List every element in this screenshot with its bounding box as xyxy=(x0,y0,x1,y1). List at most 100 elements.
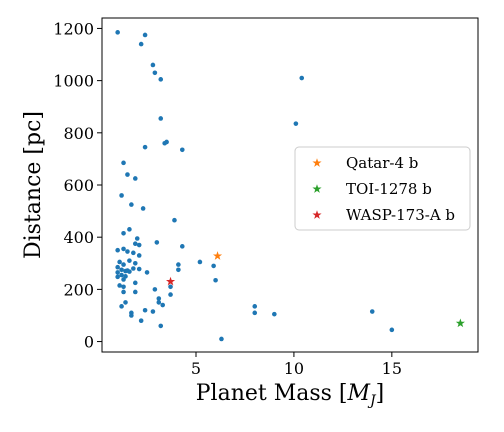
y-tick-label: 200 xyxy=(63,280,94,299)
scatter-point xyxy=(129,202,134,207)
scatter-point xyxy=(158,116,164,121)
scatter-point xyxy=(136,242,142,248)
scatter-point xyxy=(179,147,185,153)
scatter-point xyxy=(125,172,130,177)
legend-box xyxy=(294,146,471,231)
scatter-point xyxy=(152,287,158,292)
scatter-point xyxy=(156,300,162,305)
scatter-point xyxy=(121,277,126,282)
x-axis-ticks: 5 10 15 xyxy=(191,352,402,378)
scatter-point xyxy=(299,75,305,81)
scatter-point xyxy=(152,70,158,76)
scatter-point xyxy=(154,240,160,245)
scatter-point xyxy=(121,230,126,236)
scatter-point xyxy=(197,259,203,265)
scatter-point xyxy=(121,262,126,267)
scatter-point xyxy=(176,262,181,267)
x-axis-label-symbol: M xyxy=(347,381,371,406)
scatter-point xyxy=(117,283,122,288)
scatter-point xyxy=(389,327,395,333)
scatter-point xyxy=(121,246,126,252)
scatter-point xyxy=(168,292,173,297)
x-tick-label: 5 xyxy=(191,359,201,378)
scatter-point xyxy=(131,250,136,256)
data-points xyxy=(115,30,465,342)
y-tick-label: 0 xyxy=(84,333,94,352)
scatter-point xyxy=(132,289,138,295)
legend-label: WASP-173-A b xyxy=(346,206,455,224)
scatter-point xyxy=(138,318,144,323)
scatter-point xyxy=(121,284,126,290)
scatter-point xyxy=(117,259,122,265)
scatter-point xyxy=(369,309,375,314)
x-tick-label: 15 xyxy=(382,359,402,378)
scatter-point xyxy=(127,227,132,232)
scatter-point xyxy=(115,274,120,280)
scatter-point xyxy=(293,121,299,126)
y-tick-label: 600 xyxy=(63,176,94,195)
legend-label: TOI-1278 b xyxy=(346,180,432,198)
legend-star-marker xyxy=(312,158,322,167)
scatter-point xyxy=(119,272,124,278)
scatter-point xyxy=(121,160,126,166)
x-axis-label: Planet Mass [MJ] xyxy=(196,381,385,409)
y-tick-label: 800 xyxy=(63,124,94,143)
scatter-point xyxy=(136,266,142,272)
scatter-point xyxy=(131,266,136,271)
scatter-point xyxy=(132,241,138,247)
scatter-point xyxy=(176,267,181,273)
scatter-point xyxy=(219,336,224,342)
legend-items: Qatar-4 b TOI-1278 b WASP-173-A b xyxy=(312,154,455,224)
scatter-point xyxy=(121,289,126,295)
x-axis-label-subscript: J xyxy=(367,393,377,409)
scatter-point xyxy=(142,307,148,313)
scatter-point xyxy=(125,268,130,273)
legend: Qatar-4 b TOI-1278 b WASP-173-A b xyxy=(294,146,471,231)
scatter-point xyxy=(168,284,173,290)
scatter-point xyxy=(129,313,134,318)
scatter-point xyxy=(160,302,166,308)
star-marker-point xyxy=(212,251,223,260)
scatter-point xyxy=(119,193,124,198)
scatter-point xyxy=(119,304,124,309)
scatter-point xyxy=(132,280,138,286)
scatter-point xyxy=(164,139,169,145)
scatter-point xyxy=(272,311,277,317)
scatter-point xyxy=(115,247,120,253)
scatter-point xyxy=(158,77,164,82)
scatter-point xyxy=(134,236,140,241)
scatter-point xyxy=(172,217,177,223)
scatter-point xyxy=(125,249,130,254)
scatter-point xyxy=(150,62,156,68)
legend-star-marker xyxy=(312,184,322,193)
x-axis-label-text: Planet Mass [ xyxy=(196,381,348,406)
scatter-point xyxy=(119,267,124,273)
y-tick-label: 1200 xyxy=(53,19,94,38)
scatter-point xyxy=(158,323,164,329)
scatter-point xyxy=(123,300,128,305)
scatter-point xyxy=(252,310,258,316)
scatter-point xyxy=(132,176,138,181)
scatter-point xyxy=(127,258,132,263)
legend-label: Qatar-4 b xyxy=(346,154,418,172)
y-tick-label: 400 xyxy=(63,228,94,247)
y-tick-label: 1000 xyxy=(53,72,94,91)
star-marker-point xyxy=(165,276,176,286)
scatter-point xyxy=(115,270,120,275)
scatter-point xyxy=(138,41,144,47)
scatter-point xyxy=(140,206,146,211)
x-axis-label-end: ] xyxy=(376,381,385,406)
star-marker-point xyxy=(455,318,465,328)
scatter-point xyxy=(142,144,148,150)
scatter-point xyxy=(115,264,120,270)
scatter-point xyxy=(156,296,162,301)
scatter-point xyxy=(144,270,150,275)
scatter-point xyxy=(211,263,216,269)
scatter-point xyxy=(179,244,185,249)
scatter-point xyxy=(150,309,156,314)
y-axis-label: Distance [pc] xyxy=(21,111,46,259)
legend-star-marker xyxy=(312,210,322,219)
scatter-point xyxy=(142,32,148,38)
scatter-point xyxy=(115,30,120,35)
